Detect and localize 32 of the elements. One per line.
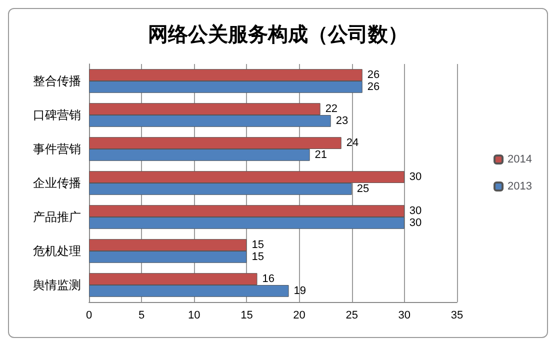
y-tick-label: 舆情监测 [33, 278, 81, 292]
y-tick-label: 整合传播 [33, 74, 81, 88]
data-label: 25 [356, 182, 370, 195]
data-label: 30 [409, 205, 422, 218]
chart-title: 网络公关服务构成（公司数） [148, 22, 408, 46]
data-label: 21 [314, 148, 328, 161]
y-tick-label: 口碑营销 [33, 108, 81, 122]
data-label: 30 [409, 171, 422, 184]
x-tick-label: 20 [293, 310, 306, 322]
x-tick-label: 15 [240, 310, 253, 322]
data-label: 23 [336, 114, 348, 127]
data-label: 15 [252, 250, 264, 263]
y-tick-label: 危机处理 [33, 244, 81, 258]
y-tick-label: 产品推广 [33, 210, 81, 224]
data-label: 22 [325, 103, 338, 116]
x-tick-label: 10 [188, 310, 200, 322]
data-label: 30 [409, 216, 422, 229]
x-tick-label: 5 [138, 310, 145, 322]
x-tick-label: 25 [346, 310, 358, 322]
y-tick-label: 企业传播 [33, 176, 81, 190]
data-label: 15 [252, 239, 264, 252]
legend-label: 2013 [508, 180, 532, 192]
data-label: 26 [367, 80, 380, 93]
data-label: 26 [367, 69, 380, 82]
y-tick-label: 事件营销 [33, 142, 81, 156]
data-label: 16 [262, 273, 274, 286]
legend-label: 2014 [508, 154, 532, 166]
x-tick-label: 35 [450, 310, 464, 322]
data-label: 19 [294, 284, 306, 297]
data-label: 24 [346, 137, 359, 150]
x-tick-label: 30 [398, 310, 411, 322]
x-tick-label: 0 [86, 310, 92, 322]
